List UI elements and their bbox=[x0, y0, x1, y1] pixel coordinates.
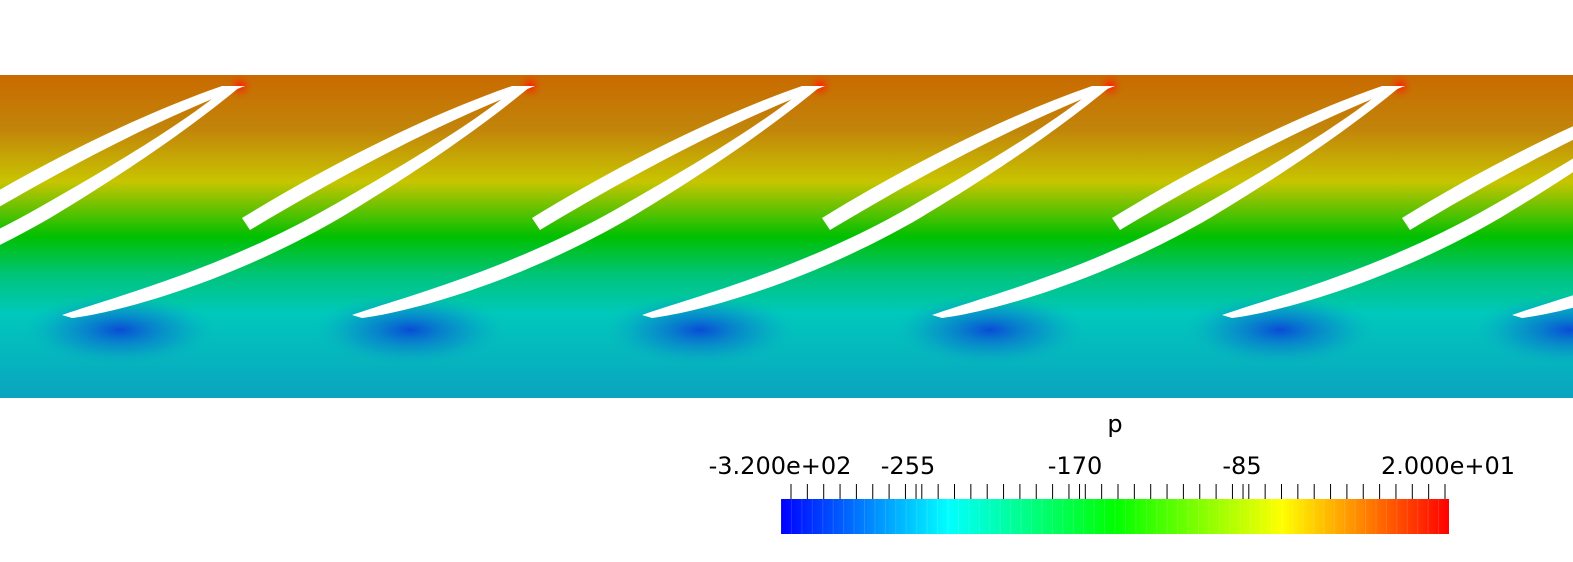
blade-suction-side bbox=[242, 86, 535, 230]
scalar-bar-title: p bbox=[1107, 410, 1122, 438]
scalar-bar-tick-label: -85 bbox=[1222, 452, 1261, 480]
blade-suction-side bbox=[1112, 86, 1405, 230]
blade-suction-side bbox=[1402, 126, 1573, 230]
blade bbox=[0, 86, 241, 245]
blade-row bbox=[0, 86, 1573, 318]
scalar-bar-tick-label: -170 bbox=[1048, 452, 1102, 480]
scalar-bar-tick-label: -255 bbox=[881, 452, 935, 480]
scalar-bar: p -3.200e+02 -255 -170 -85 2.000e+01 bbox=[709, 410, 1515, 534]
blade bbox=[1512, 295, 1573, 318]
pressure-field bbox=[0, 75, 1573, 398]
blade-suction-side bbox=[822, 86, 1115, 230]
colorbar bbox=[781, 499, 1449, 534]
blade-suction-side bbox=[532, 86, 825, 230]
scalar-bar-tick-label: -3.200e+02 bbox=[709, 452, 852, 480]
scalar-bar-tick-label: 2.000e+01 bbox=[1381, 452, 1515, 480]
